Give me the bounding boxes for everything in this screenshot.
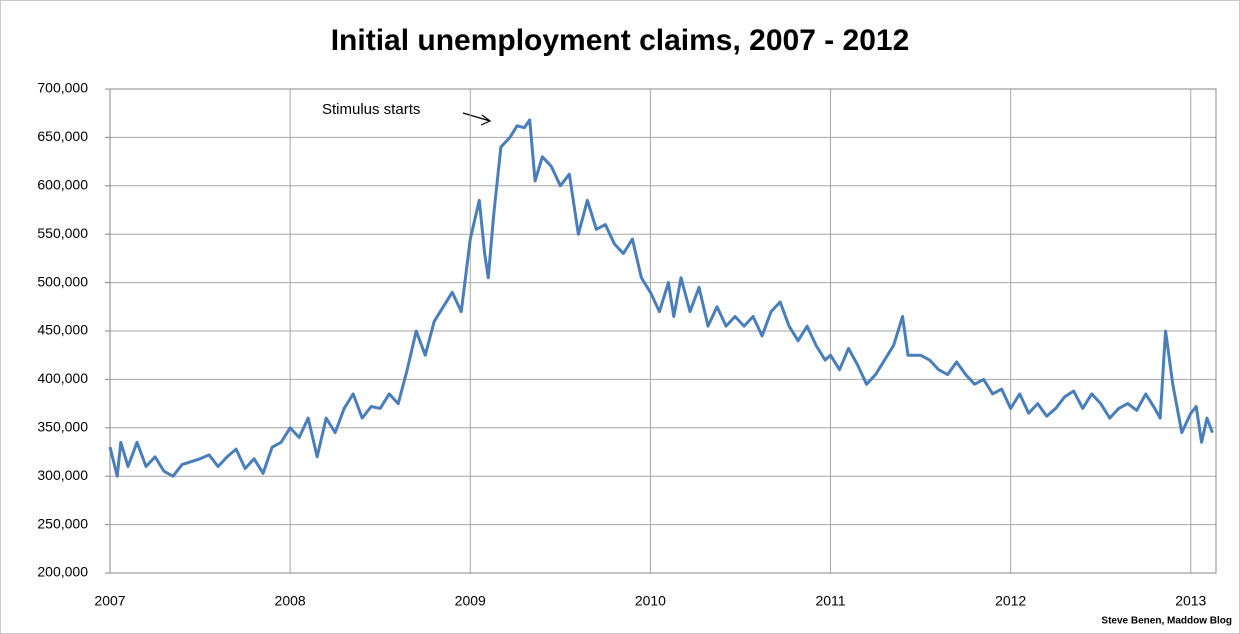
annotation: Stimulus starts [322, 101, 420, 118]
x-tick-label: 2010 [635, 593, 666, 609]
x-tick-label: 2011 [815, 593, 845, 609]
y-tick-label: 250,000 [37, 515, 88, 531]
y-tick-label: 200,000 [37, 564, 88, 580]
x-tick-label: 2009 [455, 593, 486, 609]
credit: Steve Benen, Maddow Blog [1101, 616, 1232, 627]
annotation-arrow [462, 112, 492, 126]
x-tick-label: 2012 [995, 593, 1026, 609]
y-tick-label: 650,000 [37, 128, 88, 144]
data-line [108, 118, 1214, 478]
x-tick-label: 2013 [1175, 593, 1206, 609]
x-tick-label: 2008 [275, 593, 306, 609]
y-tick-label: 600,000 [37, 177, 88, 193]
y-tick-label: 700,000 [37, 80, 88, 96]
y-tick-label: 450,000 [37, 322, 88, 338]
x-tick-label: 2007 [94, 593, 125, 609]
y-tick-label: 400,000 [37, 370, 88, 386]
y-tick-label: 350,000 [37, 419, 88, 435]
y-tick-label: 550,000 [37, 225, 88, 241]
chart-title: Initial unemployment claims, 2007 - 2012 [331, 24, 910, 57]
y-tick-label: 500,000 [37, 273, 88, 289]
plot-border [109, 88, 1217, 574]
y-tick-label: 300,000 [37, 467, 88, 483]
